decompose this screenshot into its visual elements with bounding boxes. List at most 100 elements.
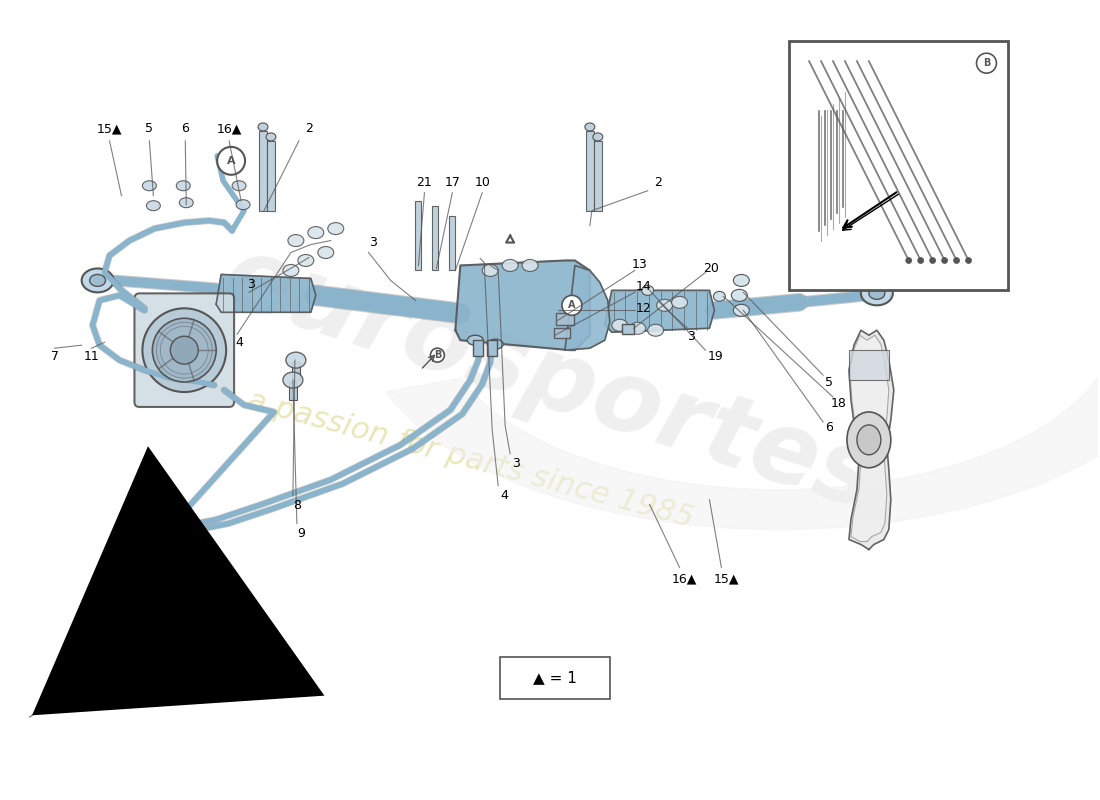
Ellipse shape — [146, 201, 161, 210]
FancyBboxPatch shape — [500, 657, 609, 699]
Polygon shape — [850, 335, 889, 542]
Text: 14: 14 — [636, 280, 651, 293]
Text: 15▲: 15▲ — [97, 122, 122, 135]
Ellipse shape — [232, 181, 246, 190]
Ellipse shape — [847, 412, 891, 468]
Ellipse shape — [657, 299, 672, 311]
Ellipse shape — [179, 198, 194, 208]
Text: ▲ = 1: ▲ = 1 — [534, 670, 576, 686]
Bar — [267, 141, 275, 210]
Polygon shape — [386, 320, 1100, 530]
Ellipse shape — [283, 372, 302, 388]
Polygon shape — [455, 261, 590, 350]
Ellipse shape — [283, 265, 299, 277]
Text: 6: 6 — [825, 422, 833, 434]
Text: 2: 2 — [305, 122, 312, 135]
Ellipse shape — [217, 147, 245, 174]
Text: 12: 12 — [636, 302, 651, 315]
Ellipse shape — [562, 295, 582, 315]
Ellipse shape — [258, 123, 268, 131]
Text: 5: 5 — [145, 122, 153, 135]
Text: 18: 18 — [832, 398, 847, 410]
Ellipse shape — [487, 339, 503, 349]
Bar — [554, 328, 570, 338]
Ellipse shape — [917, 258, 924, 263]
Text: A: A — [569, 300, 575, 310]
Bar — [473, 340, 483, 356]
Text: 9: 9 — [297, 527, 305, 540]
Text: 21: 21 — [417, 176, 432, 190]
Bar — [416, 201, 421, 270]
Ellipse shape — [734, 274, 749, 286]
Ellipse shape — [585, 123, 595, 131]
Ellipse shape — [81, 269, 113, 292]
Ellipse shape — [142, 181, 156, 190]
Ellipse shape — [977, 54, 997, 73]
Bar — [289, 382, 297, 400]
Ellipse shape — [266, 133, 276, 141]
Text: 3: 3 — [688, 330, 695, 342]
Text: A: A — [227, 156, 235, 166]
Bar — [450, 216, 455, 270]
Bar — [849, 350, 889, 380]
Text: 19: 19 — [707, 350, 724, 362]
Ellipse shape — [966, 258, 971, 263]
Bar — [292, 362, 300, 380]
Text: 4: 4 — [500, 489, 508, 502]
Bar — [594, 141, 602, 210]
Ellipse shape — [328, 222, 343, 234]
Ellipse shape — [286, 352, 306, 368]
Ellipse shape — [714, 291, 725, 302]
Ellipse shape — [236, 200, 250, 210]
Text: 16▲: 16▲ — [217, 122, 242, 135]
Ellipse shape — [734, 304, 749, 316]
Text: 3: 3 — [513, 458, 520, 470]
Bar — [487, 340, 497, 356]
Ellipse shape — [857, 425, 881, 455]
Ellipse shape — [641, 286, 653, 295]
Text: 15▲: 15▲ — [714, 573, 739, 586]
Text: 10: 10 — [474, 176, 491, 190]
Ellipse shape — [629, 322, 646, 334]
Bar — [556, 314, 574, 326]
Ellipse shape — [298, 254, 314, 266]
Text: 11: 11 — [84, 350, 99, 362]
Polygon shape — [605, 290, 714, 332]
Bar — [258, 131, 267, 210]
Ellipse shape — [89, 274, 106, 286]
Ellipse shape — [612, 319, 628, 331]
Bar — [586, 131, 594, 210]
Ellipse shape — [318, 246, 333, 258]
Polygon shape — [849, 330, 894, 550]
Text: 20: 20 — [704, 262, 719, 275]
Ellipse shape — [153, 318, 217, 382]
Text: 7: 7 — [51, 350, 58, 362]
Text: B: B — [982, 58, 990, 68]
Ellipse shape — [672, 296, 688, 308]
Bar — [621, 324, 634, 334]
Ellipse shape — [430, 348, 444, 362]
Ellipse shape — [905, 258, 912, 263]
Ellipse shape — [468, 335, 483, 345]
Ellipse shape — [930, 258, 936, 263]
Ellipse shape — [593, 133, 603, 141]
Ellipse shape — [170, 336, 198, 364]
FancyBboxPatch shape — [134, 294, 234, 407]
Ellipse shape — [861, 282, 893, 306]
Text: 8: 8 — [293, 499, 301, 512]
Ellipse shape — [482, 265, 498, 277]
Ellipse shape — [176, 181, 190, 190]
Text: 3: 3 — [248, 278, 255, 291]
Ellipse shape — [142, 308, 227, 392]
Ellipse shape — [954, 258, 959, 263]
Text: eurosportes: eurosportes — [211, 229, 889, 531]
Text: B: B — [433, 350, 441, 360]
Ellipse shape — [732, 290, 747, 302]
Text: 13: 13 — [631, 258, 648, 271]
Text: 3: 3 — [368, 236, 376, 249]
Text: 6: 6 — [182, 122, 189, 135]
Polygon shape — [565, 266, 609, 350]
Ellipse shape — [288, 234, 304, 246]
Polygon shape — [217, 274, 316, 312]
Text: 5: 5 — [825, 375, 833, 389]
